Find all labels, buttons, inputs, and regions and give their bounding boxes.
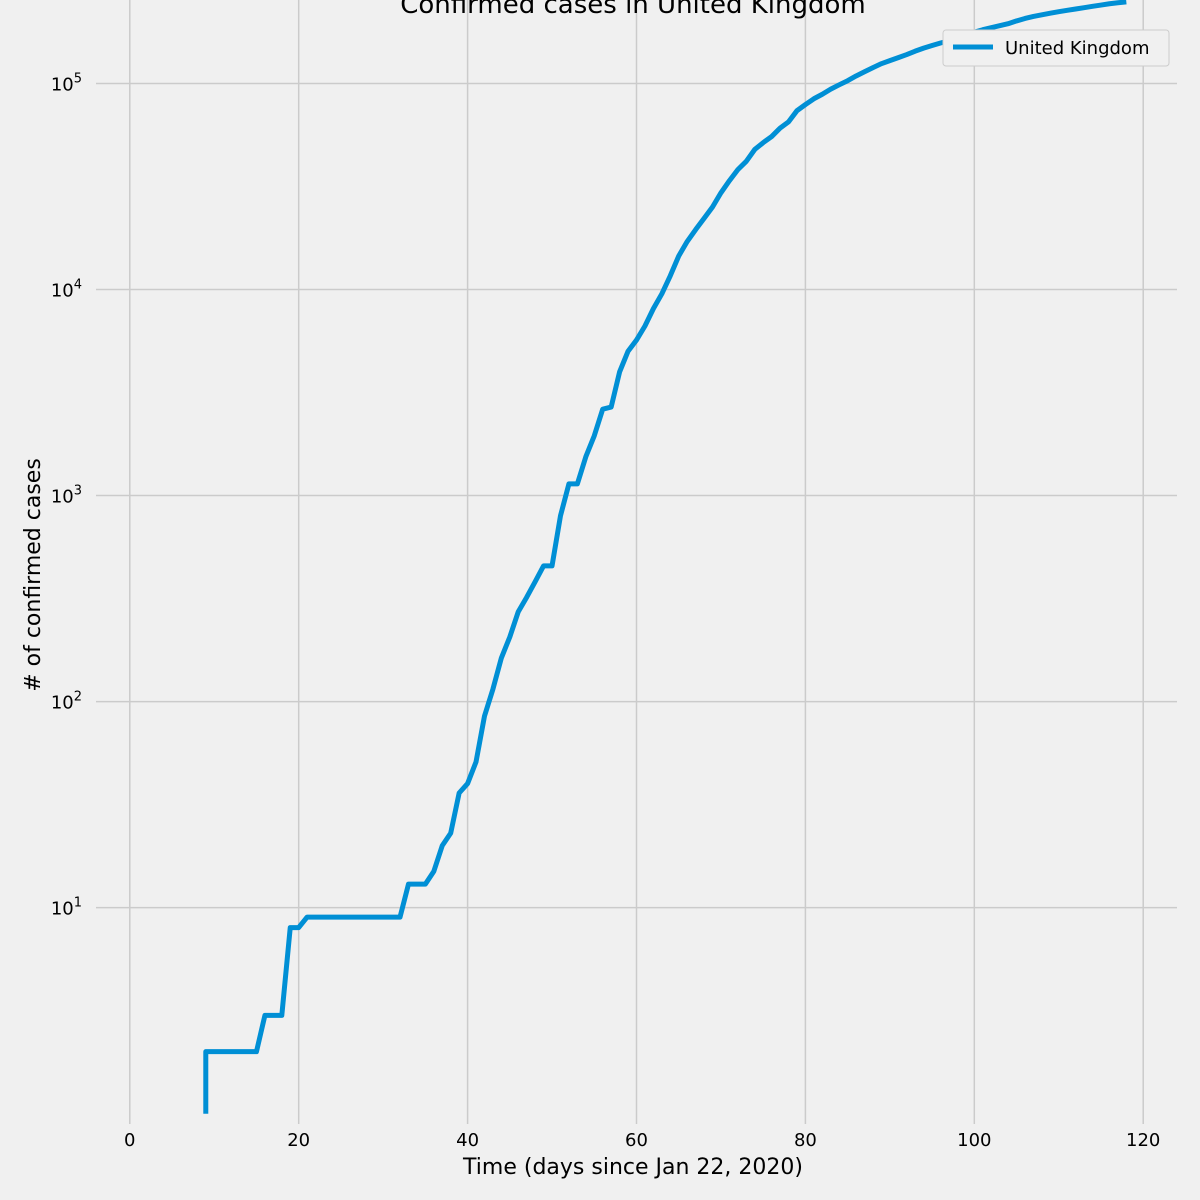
x-tick-label: 100 [957,1130,991,1151]
y-tick-labels: 101 102 103 104 105 [51,71,82,919]
y-tick-label: 105 [51,71,82,95]
x-tick-label: 80 [794,1130,817,1151]
y-axis-label: # of confirmed cases [21,458,46,692]
chart-title: Confirmed cases in United Kingdom [400,0,865,20]
legend-label: United Kingdom [1005,38,1149,59]
y-tick-label: 102 [51,690,82,714]
y-tick-label: 101 [51,896,82,920]
x-tick-label: 60 [625,1130,648,1151]
y-tick-label: 104 [51,277,82,301]
x-tick-labels: 0 20 40 60 80 100 120 [124,1130,1160,1151]
x-tick-label: 20 [287,1130,310,1151]
y-tick-label: 103 [51,484,82,508]
x-gridlines [129,0,1144,1124]
legend: United Kingdom [942,29,1170,67]
x-axis-label: Time (days since Jan 22, 2020) [462,1155,803,1180]
legend-box [942,29,1170,67]
y-gridlines [96,82,1177,909]
x-tick-label: 120 [1126,1130,1160,1151]
x-tick-label: 0 [124,1130,135,1151]
x-tick-label: 40 [456,1130,479,1151]
